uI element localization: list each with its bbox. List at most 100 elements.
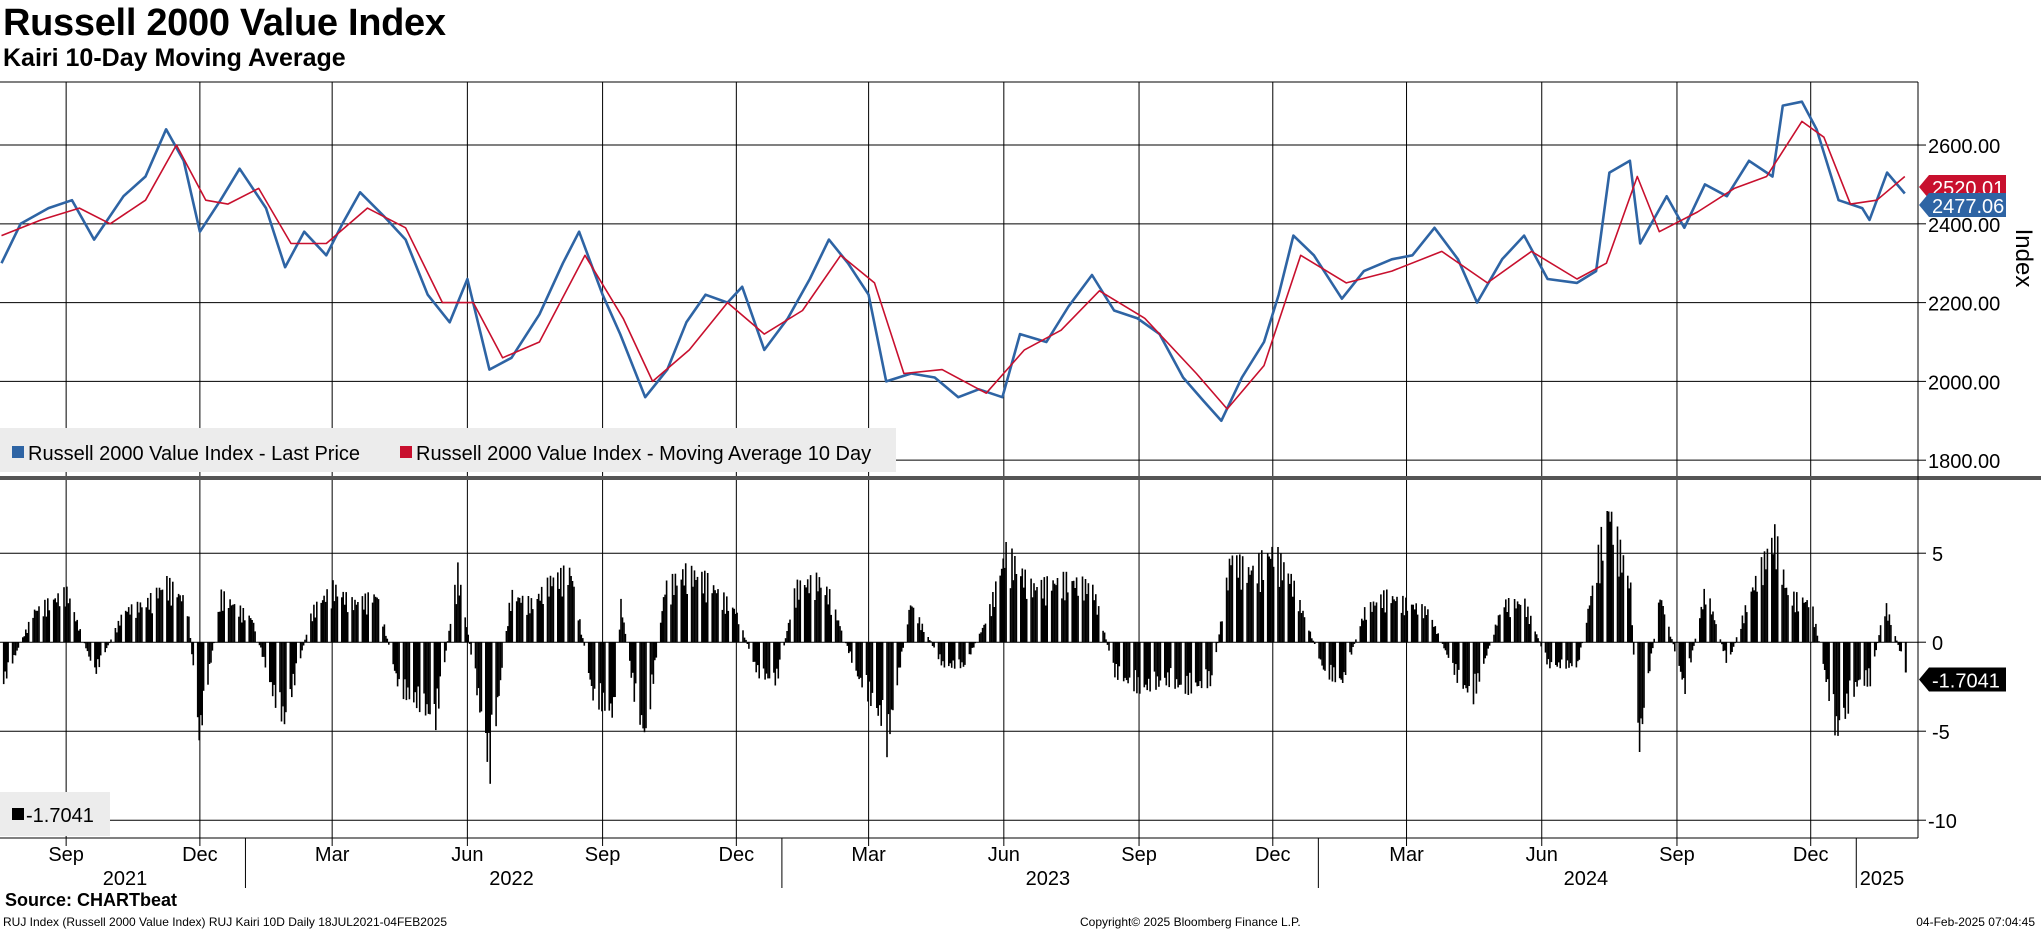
kairi-bar bbox=[488, 642, 490, 733]
kairi-bar bbox=[1896, 640, 1898, 643]
kairi-bar bbox=[1629, 582, 1632, 643]
kairi-bar bbox=[1240, 589, 1243, 643]
kairi-bar bbox=[980, 632, 982, 643]
kairi-bar bbox=[1118, 642, 1121, 667]
kairi-bar bbox=[99, 642, 102, 656]
kairi-bar bbox=[377, 599, 380, 643]
kairi-bar bbox=[1803, 602, 1805, 643]
kairi-bar bbox=[1560, 642, 1563, 660]
kairi-bar bbox=[618, 629, 621, 643]
kairi-bar bbox=[990, 616, 993, 643]
kairi-bar bbox=[36, 610, 39, 643]
kairi-bar bbox=[1672, 642, 1675, 645]
kairi-bar bbox=[2, 642, 5, 685]
kairi-bar bbox=[45, 616, 48, 643]
kairi-bar bbox=[1463, 642, 1466, 686]
kairi-bar bbox=[23, 636, 26, 643]
kairi-bar bbox=[85, 642, 87, 649]
kairi-bar bbox=[643, 642, 646, 733]
kairi-bar bbox=[158, 587, 161, 643]
kairi-bar bbox=[27, 621, 30, 643]
kairi-bar bbox=[1602, 560, 1604, 643]
kairi-bar bbox=[1516, 601, 1519, 643]
kairi-bar bbox=[1775, 569, 1777, 643]
kairi-bar bbox=[1734, 642, 1736, 644]
kairi-bar bbox=[1763, 551, 1766, 643]
kairi-bar bbox=[385, 635, 387, 643]
kairi-bar bbox=[342, 591, 344, 643]
kairi-bar bbox=[906, 624, 909, 643]
kairi-bar bbox=[17, 642, 20, 648]
kairi-bar bbox=[120, 614, 123, 643]
kairi-bar bbox=[737, 624, 740, 643]
kairi-bar bbox=[346, 612, 349, 643]
kairi-bar bbox=[824, 595, 827, 643]
kairi-bar bbox=[1189, 642, 1191, 673]
kairi-bar bbox=[1403, 615, 1406, 643]
kairi-bar bbox=[949, 642, 951, 664]
kairi-bar bbox=[1681, 642, 1683, 680]
kairi-bar bbox=[11, 642, 14, 664]
kairi-bar bbox=[1596, 582, 1598, 643]
kairi-bar bbox=[117, 620, 120, 643]
kairi-bar bbox=[176, 597, 178, 643]
kairi-bar bbox=[527, 596, 530, 643]
kairi-bar bbox=[551, 586, 553, 643]
kairi-bar bbox=[1797, 611, 1800, 643]
kairi-bar bbox=[950, 642, 953, 668]
legend-label: -1.7041 bbox=[26, 805, 94, 827]
kairi-bar bbox=[1578, 642, 1581, 660]
kairi-bar bbox=[795, 607, 797, 643]
kairi-bar bbox=[33, 609, 36, 643]
kairi-bar bbox=[383, 624, 386, 643]
kairi-bar bbox=[1102, 630, 1104, 643]
chart-subtitle: Kairi 10-Day Moving Average bbox=[3, 44, 346, 72]
kairi-bar bbox=[25, 629, 27, 643]
kairi-bar bbox=[1838, 642, 1841, 721]
kairi-bar bbox=[1527, 606, 1529, 643]
legend-swatch bbox=[12, 446, 24, 458]
kairi-bar bbox=[1095, 594, 1097, 643]
kairi-bar bbox=[1760, 557, 1763, 643]
kairi-bar bbox=[789, 619, 791, 643]
kairi-bar bbox=[1600, 526, 1603, 643]
kairi-bar bbox=[601, 642, 603, 712]
kairi-bar bbox=[1190, 642, 1193, 694]
kairi-bar bbox=[1287, 573, 1290, 643]
kairi-bar bbox=[479, 642, 481, 713]
kairi-bar bbox=[299, 642, 302, 659]
kairi-bar bbox=[1725, 642, 1728, 663]
kairi-bar bbox=[271, 642, 274, 697]
kairi-bar bbox=[1715, 624, 1717, 643]
kairi-bar bbox=[32, 617, 34, 643]
kairi-bar bbox=[1506, 612, 1509, 643]
kairi-bar bbox=[1547, 642, 1550, 660]
kairi-bar bbox=[1293, 580, 1295, 643]
kairi-bar bbox=[1383, 590, 1385, 643]
kairi-bar bbox=[642, 642, 644, 729]
kairi-bar bbox=[376, 597, 378, 643]
kairi-bar bbox=[654, 642, 656, 661]
kairi-bar bbox=[13, 642, 15, 655]
kairi-bar bbox=[530, 598, 533, 643]
kairi-bar bbox=[454, 584, 456, 643]
kairi-bar bbox=[881, 642, 884, 700]
kairi-bar bbox=[758, 642, 760, 679]
kairi-bar bbox=[983, 624, 985, 643]
price-y-tick-label: 2000.00 bbox=[1928, 372, 2000, 394]
kairi-bar bbox=[859, 642, 862, 678]
kairi-bar bbox=[1854, 642, 1857, 682]
kairi-bar bbox=[1405, 597, 1407, 643]
kairi-bar bbox=[1014, 556, 1016, 643]
kairi-bar bbox=[1513, 599, 1516, 643]
kairi-bar bbox=[937, 642, 940, 660]
kairi-bar bbox=[314, 617, 317, 643]
kairi-bar bbox=[630, 642, 633, 678]
kairi-bar bbox=[1650, 642, 1653, 654]
kairi-bar bbox=[570, 576, 572, 643]
kairi-bar bbox=[1446, 642, 1448, 655]
kairi-bar bbox=[1693, 642, 1695, 646]
kairi-bar bbox=[16, 642, 18, 651]
kairi-bar bbox=[1657, 602, 1660, 643]
kairi-bar bbox=[392, 642, 394, 665]
